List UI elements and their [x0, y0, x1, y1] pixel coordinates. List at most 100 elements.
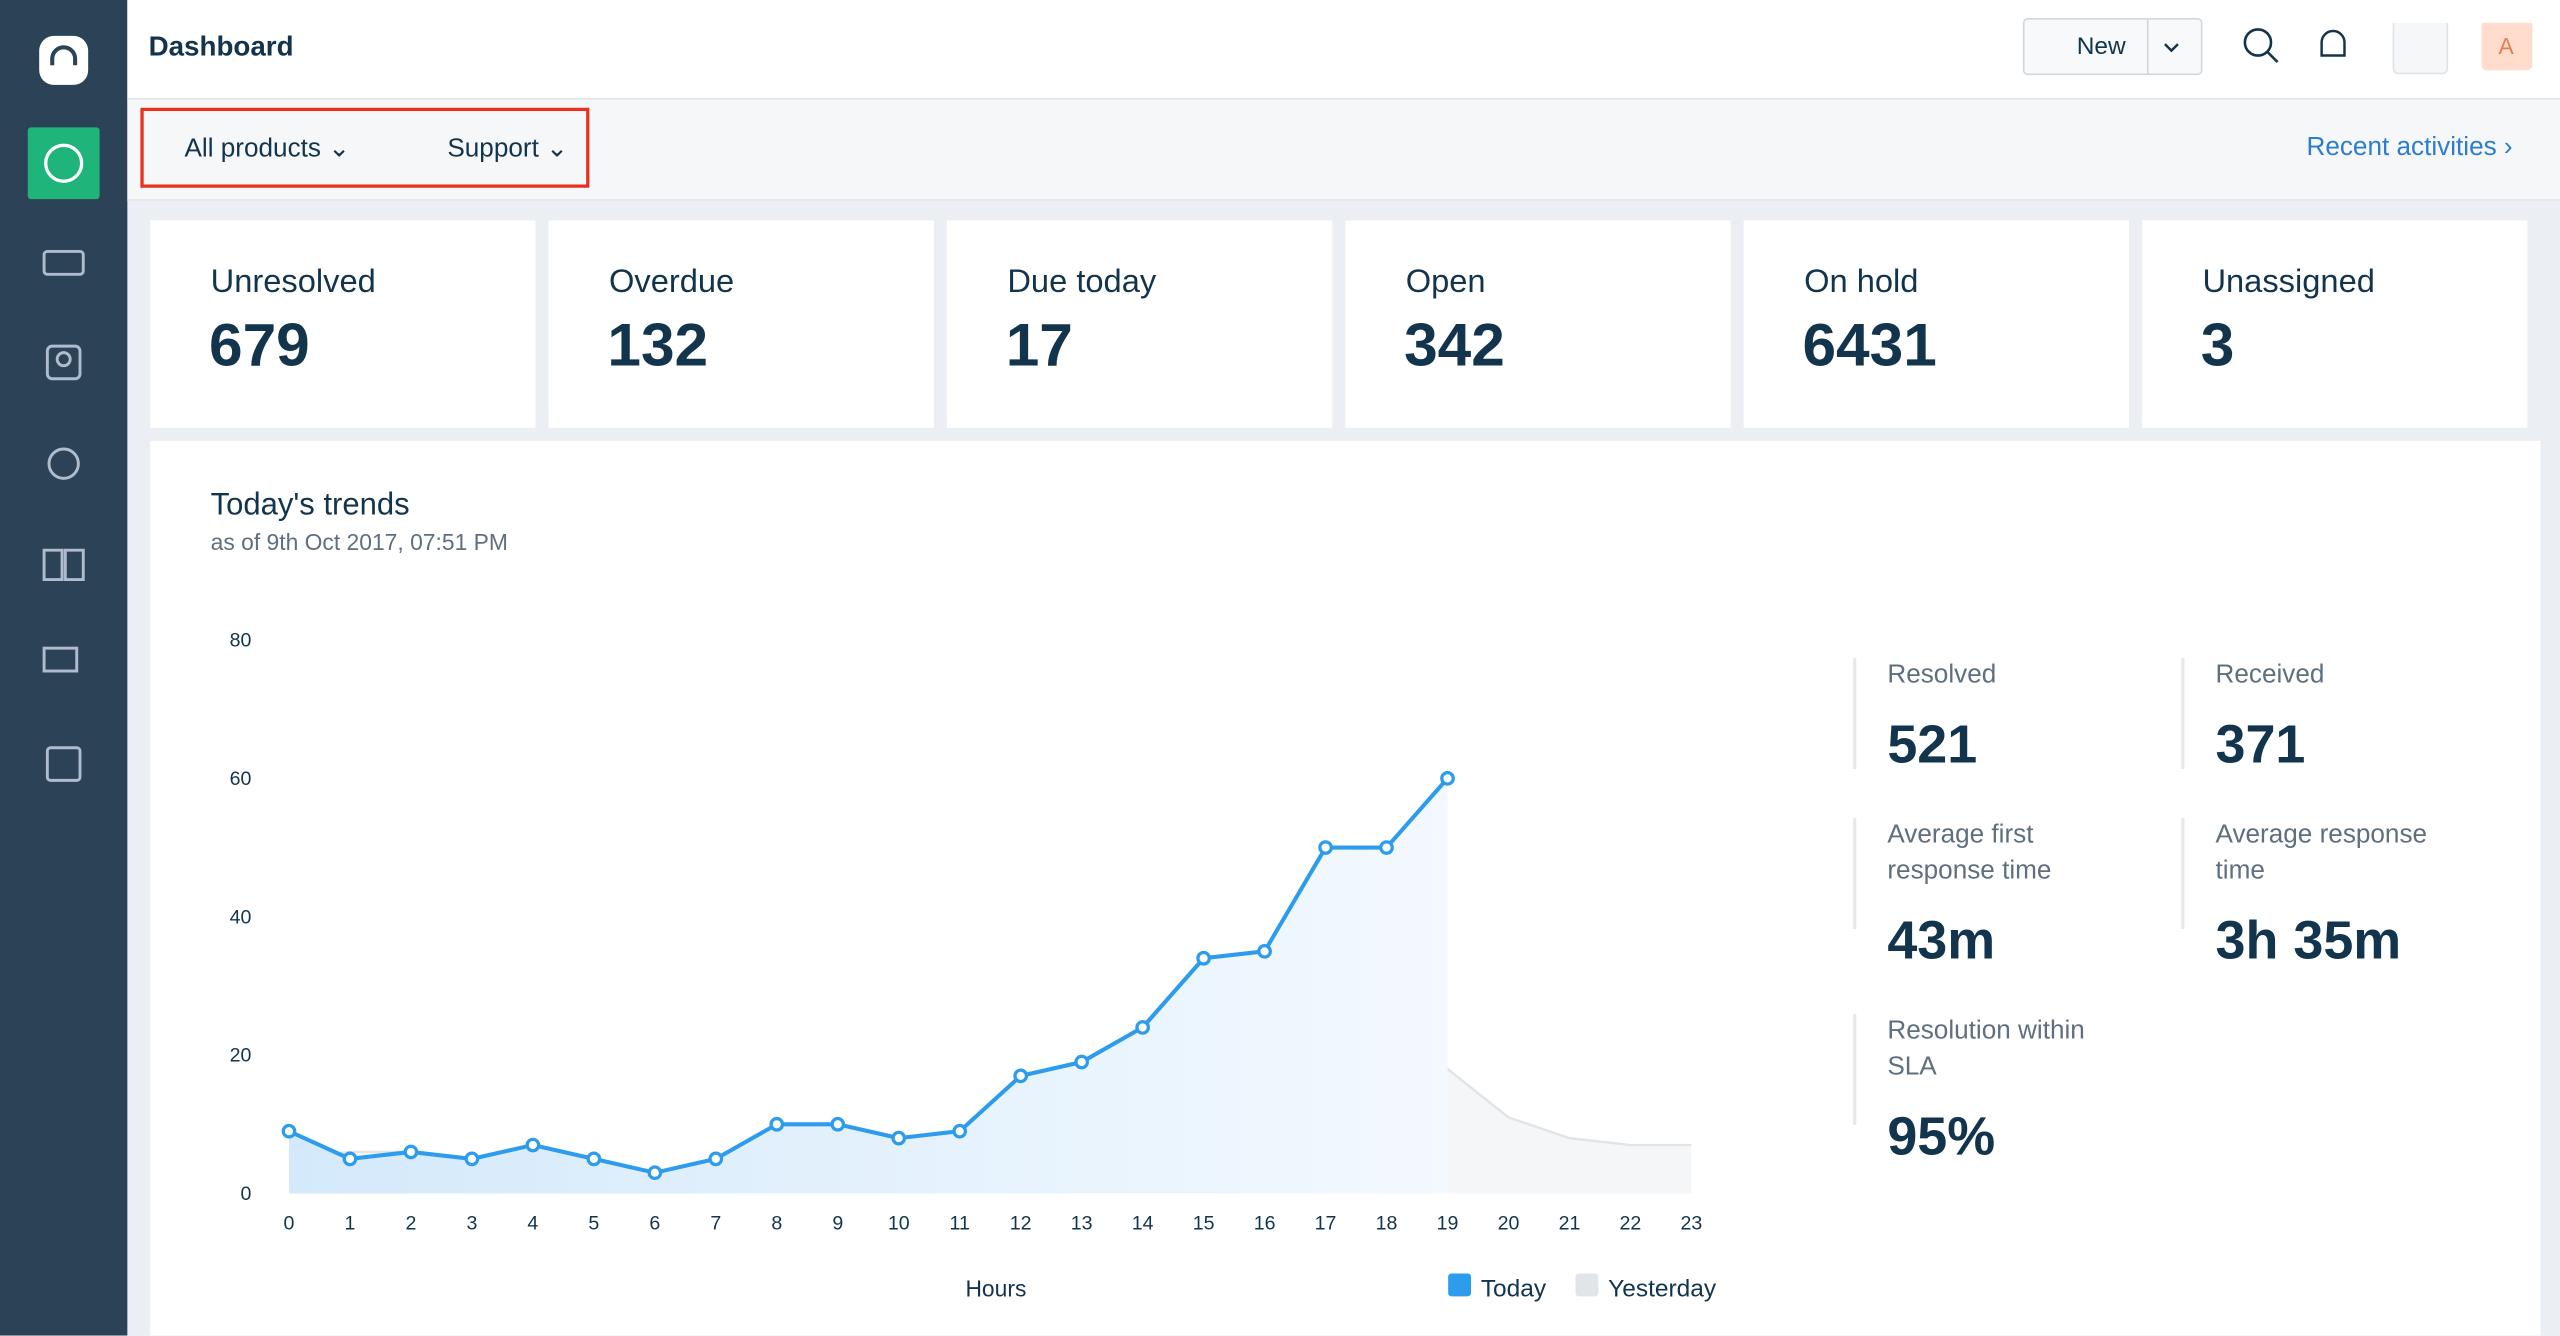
stat-label: Due today	[1007, 264, 1157, 301]
metric: Received 371	[2181, 657, 2460, 774]
stat-label: Unresolved	[210, 264, 376, 301]
y-tick-label: 20	[230, 1045, 252, 1067]
point	[1318, 840, 1333, 855]
y-tick-label: 60	[230, 768, 252, 790]
stat-label: Open	[1405, 264, 1486, 301]
metric: Average response time 3h 35m	[2181, 817, 2460, 970]
x-tick-label: 21	[1559, 1212, 1581, 1234]
y-tick-label: 0	[241, 1183, 252, 1205]
group-label: Support	[447, 135, 539, 164]
x-tick-label: 14	[1132, 1212, 1154, 1234]
point	[1074, 1054, 1090, 1070]
x-tick-label: 3	[466, 1212, 477, 1234]
x-tick-label: 23	[1681, 1212, 1703, 1234]
stat-label: On hold	[1804, 264, 1919, 301]
stat-value: 342	[1404, 311, 1505, 379]
solutions-nav[interactable]	[42, 548, 85, 582]
point	[525, 1137, 541, 1153]
point	[342, 1151, 358, 1167]
x-tick-label: 1	[345, 1212, 356, 1234]
trends-title: Today's trends	[210, 488, 410, 523]
series-line	[288, 777, 1450, 1175]
x-tick-label: 17	[1315, 1212, 1337, 1234]
social-nav[interactable]	[47, 447, 80, 480]
point	[281, 1123, 297, 1139]
stat-card[interactable]: Due today 17	[946, 220, 1333, 428]
metric: Average first response time 43m	[1853, 817, 2132, 970]
point	[769, 1116, 785, 1132]
sidebar	[0, 0, 128, 1336]
stat-card[interactable]: Unassigned 3	[2142, 220, 2528, 428]
stat-value: 6431	[1802, 311, 1937, 379]
x-tick-label: 10	[888, 1212, 910, 1234]
product-label: All products	[184, 135, 321, 164]
x-tick-label: 9	[832, 1212, 843, 1234]
stat-card[interactable]: Unresolved 679	[150, 220, 536, 428]
x-tick-label: 2	[405, 1212, 416, 1234]
avatar[interactable]	[2481, 22, 2533, 71]
y-tick-label: 80	[230, 630, 252, 652]
new-label: New	[2076, 32, 2126, 61]
search-icon[interactable]	[2243, 28, 2273, 57]
series-area	[288, 778, 1448, 1194]
x-tick-label: 11	[950, 1212, 970, 1234]
reports-nav[interactable]	[45, 746, 82, 782]
point	[708, 1151, 724, 1167]
new-button[interactable]: New	[2022, 17, 2203, 76]
x-tick-label: 12	[1010, 1212, 1032, 1234]
stat-value: 679	[208, 311, 310, 379]
trends-subtitle: as of 9th Oct 2017, 07:51 PM	[210, 528, 508, 556]
stat-value: 17	[1005, 311, 1073, 379]
sidebar-icons	[27, 35, 100, 782]
metric-value: 371	[2215, 713, 2306, 774]
point	[830, 1116, 846, 1132]
point	[1379, 840, 1394, 855]
point	[1196, 950, 1211, 966]
metric-label: Average response time	[2215, 821, 2428, 885]
chat-icon[interactable]	[2392, 22, 2449, 75]
dashboard-nav[interactable]	[27, 127, 100, 200]
x-tick-label: 13	[1071, 1212, 1093, 1234]
tickets-nav[interactable]	[42, 249, 85, 276]
x-tick-label: 6	[649, 1212, 660, 1234]
recent-activities-link[interactable]: Recent activities ›	[2306, 133, 2513, 162]
x-axis-label: Hours	[965, 1275, 1026, 1301]
stat-card[interactable]: Overdue 132	[548, 220, 934, 428]
filter-bar: All products ⌄ Support ⌄ Recent activiti…	[127, 99, 2560, 201]
x-tick-label: 4	[527, 1212, 538, 1234]
metric-label: Average first response time	[1887, 821, 2052, 885]
metric-label: Received	[2215, 661, 2325, 689]
stat-card[interactable]: Open 342	[1345, 220, 1731, 428]
contacts-nav[interactable]	[45, 344, 82, 381]
stat-card[interactable]: On hold 6431	[1743, 220, 2129, 428]
x-tick-label: 7	[710, 1212, 721, 1234]
point	[464, 1151, 480, 1167]
group-filter[interactable]: Support ⌄	[447, 135, 569, 164]
legend-swatch	[1575, 1273, 1599, 1297]
product-filter[interactable]: All products ⌄	[184, 135, 351, 164]
forums-nav[interactable]	[42, 646, 79, 673]
page-title: Dashboard	[148, 31, 294, 63]
metric-value: 521	[1887, 713, 1978, 774]
point	[952, 1123, 968, 1139]
highlight-box	[140, 107, 590, 188]
metric-value: 3h 35m	[2215, 909, 2402, 970]
logo[interactable]	[39, 35, 89, 85]
avatar-letter: A	[2498, 33, 2514, 59]
metric-label: Resolution within SLA	[1887, 1017, 2085, 1081]
x-tick-label: 20	[1498, 1212, 1520, 1234]
notification-icon[interactable]	[2320, 29, 2346, 57]
x-tick-label: 19	[1437, 1212, 1459, 1234]
header-icons: A	[2243, 22, 2533, 75]
x-tick-label: 22	[1620, 1212, 1642, 1234]
legend-label: Yesterday	[1608, 1275, 1717, 1302]
y-tick-label: 40	[230, 906, 252, 928]
stat-value: 3	[2200, 311, 2235, 379]
legend-label: Today	[1481, 1275, 1547, 1302]
metric-value: 43m	[1887, 909, 1996, 970]
x-tick-label: 18	[1376, 1212, 1398, 1234]
x-tick-label: 15	[1193, 1212, 1215, 1234]
